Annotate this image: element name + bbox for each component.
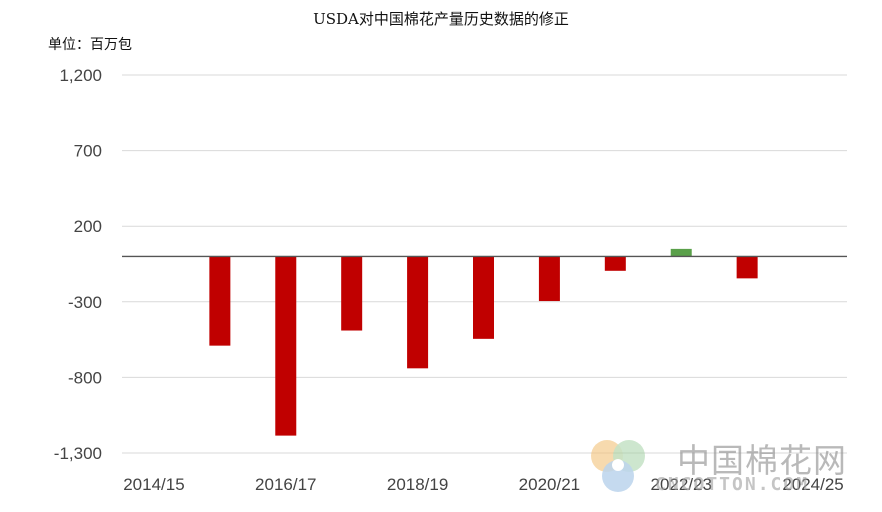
unit-label: 单位：百万包 [48,37,132,53]
bar [736,256,758,279]
chart-title: USDA对中国棉花产量历史数据的修正 [313,10,569,28]
watermark-domain: CNCOTTON.COM [655,474,810,495]
x-tick-label: 2022/23 [651,475,712,494]
y-tick-label: -800 [68,368,102,387]
watermark: 中国棉花网 CNCOTTON.COM [585,432,875,502]
bar [473,256,494,339]
x-axis-ticks: 2014/15 2016/17 2018/19 2020/21 2022/23 2024/… [123,475,844,494]
y-tick-label: 1,200 [59,66,102,85]
y-tick-label: -300 [68,293,102,312]
x-tick-label: 2016/17 [255,475,316,494]
y-axis-ticks: 1,200 700 200 -300 -800 -1,300 [54,66,102,463]
x-tick-label: 2018/19 [387,475,448,494]
bar [538,256,560,302]
x-tick-label: 2014/15 [123,475,184,494]
y-tick-label: 200 [74,217,102,236]
bar [604,256,626,271]
bar [341,256,363,331]
y-tick-label: 700 [74,142,102,161]
gridlines [122,74,847,454]
watermark-logo-icon [591,440,645,492]
x-tick-label: 2020/21 [519,475,580,494]
x-tick-label: 2024/25 [782,475,843,494]
bar [670,248,692,257]
bar [407,256,429,369]
y-tick-label: -1,300 [54,444,102,463]
bar [209,256,231,346]
bars [209,248,758,436]
watermark-site-name: 中国棉花网 [677,441,847,480]
bar [275,256,297,436]
